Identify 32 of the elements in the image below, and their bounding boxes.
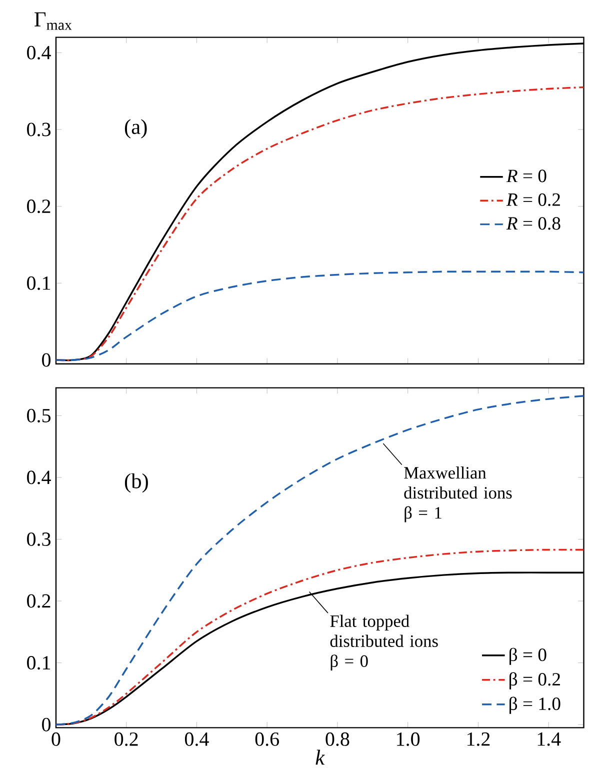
y-tick-label: 0.5 xyxy=(26,408,50,422)
legend-label: R = 0.8 xyxy=(506,217,560,230)
x-tick-label: 1.0 xyxy=(396,732,420,746)
x-axis-title: k xyxy=(316,750,325,765)
x-tick-label: 1.4 xyxy=(538,732,561,746)
y-tick-label: 0.3 xyxy=(26,122,50,136)
y-tick-label: 0.2 xyxy=(26,200,50,214)
x-tick-label: 0.6 xyxy=(255,732,279,746)
legend-label: β = 0.2 xyxy=(509,672,560,690)
legend-label: β = 1.0 xyxy=(509,696,560,714)
y-tick-label: 0.4 xyxy=(26,470,51,484)
y-axis-title: Γ$_{max}$ xyxy=(34,12,72,30)
legend-label: R = 0 xyxy=(506,170,546,182)
y-tick-label: 0.1 xyxy=(26,276,50,290)
y-tick-label: 0.1 xyxy=(26,656,50,670)
x-tick-label: 0 xyxy=(52,732,60,746)
annotation: (a) xyxy=(124,119,147,138)
annotation: (b) xyxy=(124,473,148,493)
y-tick-label: 0.2 xyxy=(26,594,50,608)
annotation: Maxwellian distributed ions β = 1 xyxy=(404,466,512,522)
line-series xyxy=(54,270,584,362)
y-tick-label: 0 xyxy=(42,353,50,367)
annotation: Flat topped distributed ions β = 0 xyxy=(330,614,438,670)
x-tick-label: 1.2 xyxy=(467,732,490,746)
y-tick-label: 0.4 xyxy=(26,46,51,60)
y-tick-label: 0.3 xyxy=(26,532,50,546)
y-tick-label: 0 xyxy=(42,718,50,732)
legend-label: R = 0.2 xyxy=(506,193,560,206)
legend-label: β = 0 xyxy=(509,648,546,665)
x-tick-label: 0.4 xyxy=(184,732,209,746)
x-tick-label: 0.2 xyxy=(114,732,138,746)
x-tick-label: 0.8 xyxy=(326,732,349,746)
